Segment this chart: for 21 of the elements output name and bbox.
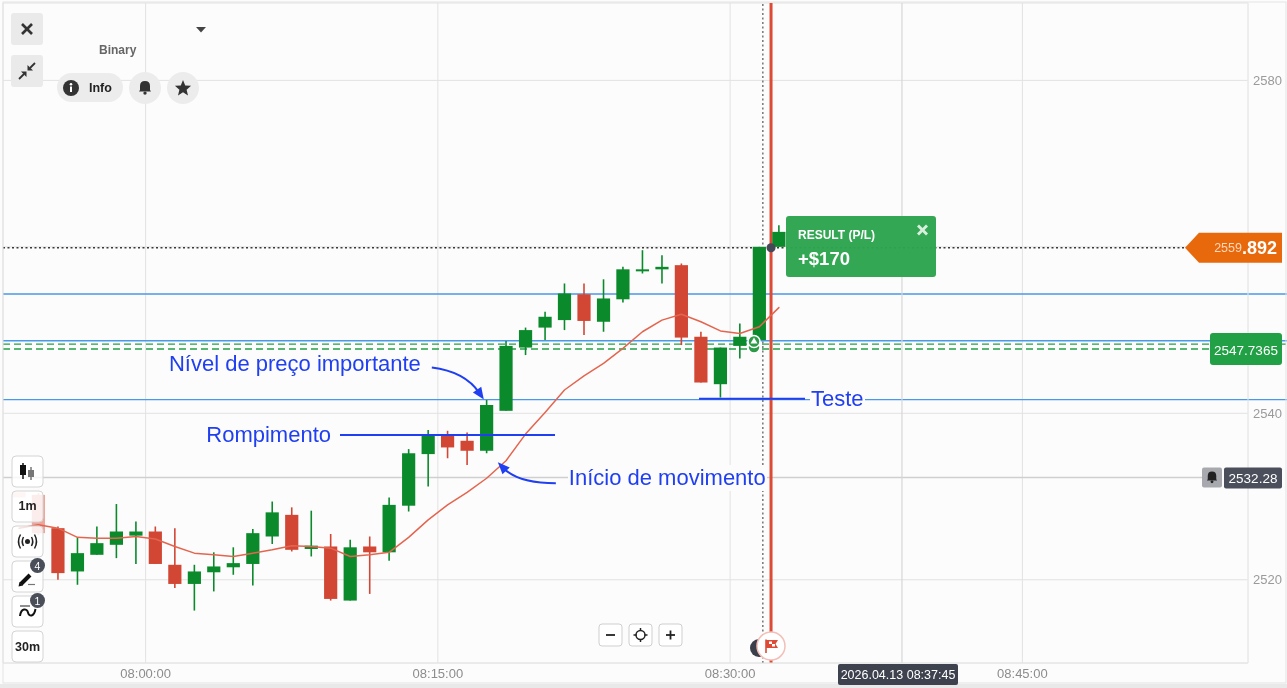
y-tick-label: 2580: [1253, 73, 1282, 89]
annotation: Início de movimento: [568, 465, 766, 491]
annotation: 1m: [18, 499, 37, 513]
x-tick-label: 08:15:00: [412, 666, 464, 682]
annotation: Info: [89, 81, 113, 95]
y-tick-label: 2520: [1253, 572, 1282, 588]
x-tick-label: 08:30:00: [704, 666, 756, 682]
annotation: Rompimento: [206, 422, 331, 447]
annotation: 4: [34, 559, 41, 572]
text: Binary: [99, 43, 137, 57]
x-tick-label: 08:45:00: [997, 666, 1048, 682]
y-tick-label: 2540: [1253, 405, 1282, 421]
annotation: +$170: [798, 247, 850, 269]
annotation: 30m: [14, 639, 41, 654]
annotation: Teste: [811, 385, 864, 411]
annotation: RESULT (P/L): [798, 227, 876, 242]
annotation: Nível de preço importante: [168, 350, 421, 376]
ref-line-label: 2547.7365: [1214, 342, 1278, 358]
annotation: 1: [34, 594, 41, 607]
ref-line-label: 2559.892: [1214, 237, 1277, 258]
x-tick-label: 08:00:00: [120, 666, 171, 682]
